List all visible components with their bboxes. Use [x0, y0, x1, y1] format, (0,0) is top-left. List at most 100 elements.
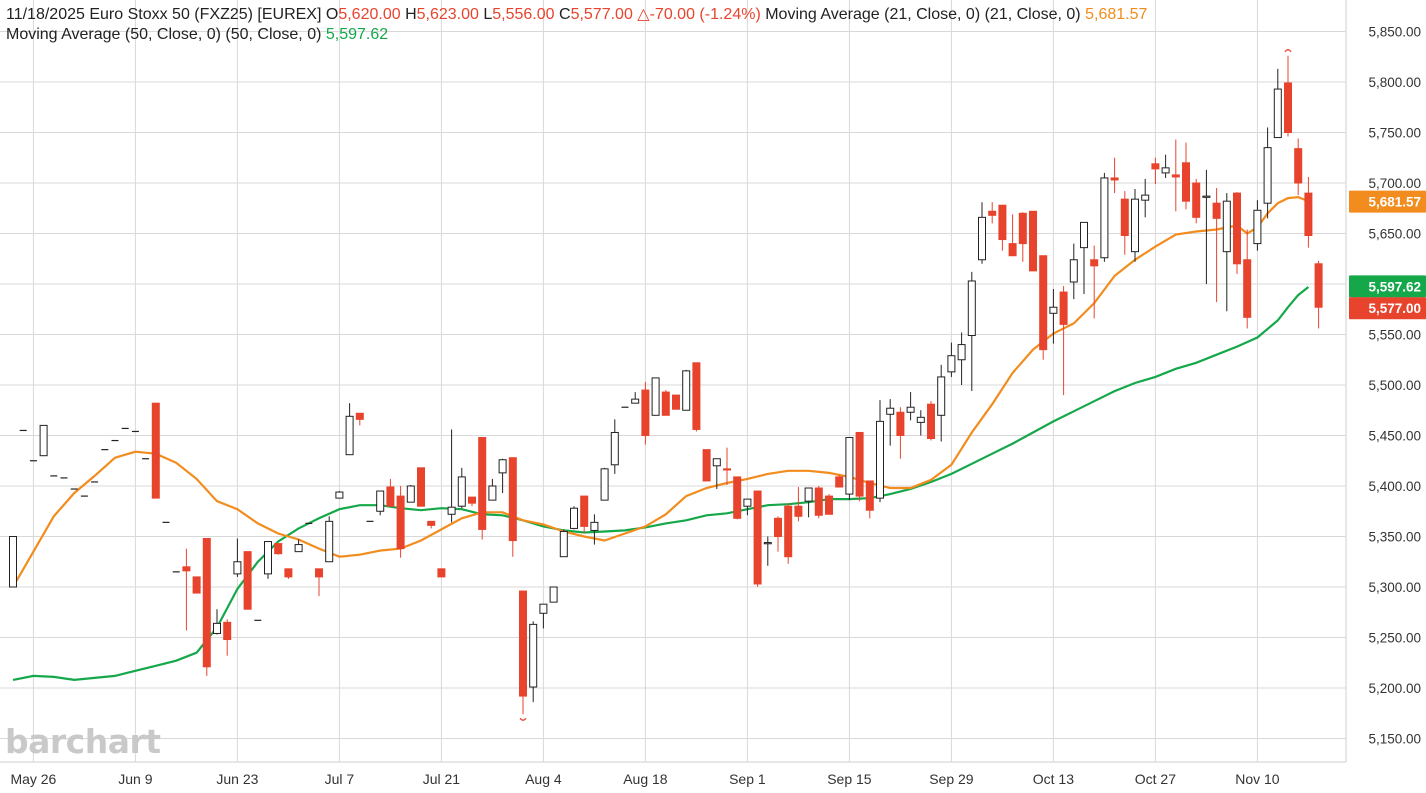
candle-body — [151, 402, 160, 499]
candle-body — [1263, 147, 1272, 204]
candle — [1202, 169, 1211, 284]
candle-body — [845, 437, 854, 495]
y-tick-label: 5,250.00 — [1368, 631, 1421, 646]
candle-body — [876, 420, 884, 499]
candle — [345, 403, 354, 456]
candle — [1263, 127, 1272, 219]
quote-date: 11/18/2025 — [6, 6, 85, 23]
high-label: H — [405, 6, 417, 23]
ma50-line — [12, 286, 1310, 682]
candle — [202, 538, 211, 676]
candle — [447, 429, 456, 523]
grid-lines — [0, 0, 1347, 763]
candle-body — [1018, 212, 1027, 245]
candle — [1222, 193, 1231, 312]
candle — [947, 342, 956, 377]
last-value-badges: 5,681.57 5,597.62 5,577.00 — [1349, 190, 1426, 320]
candle-body — [825, 495, 833, 515]
candle-body — [1284, 82, 1292, 134]
candle — [1131, 189, 1139, 262]
close-value: 5,577.00 — [570, 6, 633, 23]
candle-body — [427, 520, 436, 526]
candle-body — [1141, 194, 1150, 201]
candle-body — [182, 566, 191, 572]
candle-body — [784, 505, 793, 558]
candle — [478, 437, 487, 540]
candle — [396, 486, 405, 558]
candle-body — [763, 542, 772, 545]
candle — [590, 514, 599, 545]
close-badge-text: 5,577.00 — [1368, 301, 1421, 316]
candle-body — [315, 568, 323, 578]
candle-body — [978, 216, 986, 261]
candle-body — [559, 530, 568, 558]
candle — [763, 536, 772, 566]
candle-body — [1253, 209, 1262, 245]
candle-body — [886, 407, 895, 415]
candle — [1304, 176, 1313, 248]
candle — [631, 392, 640, 404]
candle — [468, 496, 476, 507]
candle-body — [1161, 167, 1170, 174]
candle — [1171, 139, 1180, 212]
candle-body — [355, 412, 364, 420]
candle — [978, 202, 986, 264]
candle — [559, 529, 568, 558]
candle-body — [600, 468, 609, 501]
ma21-value: 5,681.57 — [1085, 6, 1148, 23]
candle-body — [865, 480, 874, 511]
candle-body — [580, 495, 589, 527]
candle — [498, 458, 507, 494]
candle-body — [1049, 306, 1058, 314]
candle-body — [1233, 192, 1241, 265]
candle — [1059, 286, 1068, 396]
candle-body — [39, 424, 48, 457]
candle — [213, 609, 221, 635]
candle-body — [1008, 243, 1017, 257]
candle-body — [641, 389, 650, 436]
ma50-label[interactable]: Moving Average (50, Close, 0) (50, Close… — [6, 26, 322, 43]
candle — [508, 457, 517, 557]
candle — [457, 467, 466, 509]
y-tick-label: 5,650.00 — [1368, 227, 1421, 242]
candle — [835, 474, 844, 488]
candle-body — [1202, 195, 1211, 198]
candle-body — [723, 468, 731, 471]
candle-body — [916, 416, 925, 423]
candle-body — [294, 544, 303, 553]
candle-body — [631, 398, 640, 404]
x-axis: May 26 Jun 9 Jun 23 Jul 7 Jul 21 Aug 4 Aug 18 S… — [10, 771, 1279, 787]
ma21-badge-text: 5,681.57 — [1368, 195, 1421, 210]
candle — [437, 568, 446, 578]
candle-body — [243, 551, 252, 610]
candle — [1284, 55, 1292, 137]
x-tick-label: Jul 7 — [325, 771, 355, 787]
candle — [1294, 138, 1303, 196]
candle — [692, 362, 701, 432]
candle-body — [335, 491, 344, 499]
ma21-label[interactable]: Moving Average (21, Close, 0) (21, Close… — [765, 6, 1081, 23]
candle-body — [9, 536, 17, 588]
candle-body — [1304, 192, 1313, 237]
x-tick-label: Jul 21 — [423, 771, 461, 787]
open-label: O — [325, 6, 339, 23]
y-tick-label: 5,500.00 — [1368, 378, 1421, 393]
candle-body — [1090, 259, 1099, 267]
candle-body — [437, 568, 446, 578]
x-tick-label: Sep 1 — [729, 771, 766, 787]
candle — [753, 490, 762, 587]
x-tick-label: Oct 13 — [1033, 771, 1074, 787]
candle-body — [957, 344, 966, 361]
candles — [9, 49, 1323, 721]
candle — [274, 543, 283, 555]
candle-body — [478, 437, 487, 530]
quote-symbol: Euro Stoxx 50 (FXZ25) [EUREX] — [89, 6, 322, 23]
candle — [1120, 191, 1129, 255]
close-badge-bg — [1349, 297, 1426, 320]
candle — [600, 467, 609, 501]
candle-body — [804, 487, 813, 502]
candle-body — [1080, 221, 1088, 249]
candle — [529, 621, 538, 703]
candle — [661, 390, 670, 416]
